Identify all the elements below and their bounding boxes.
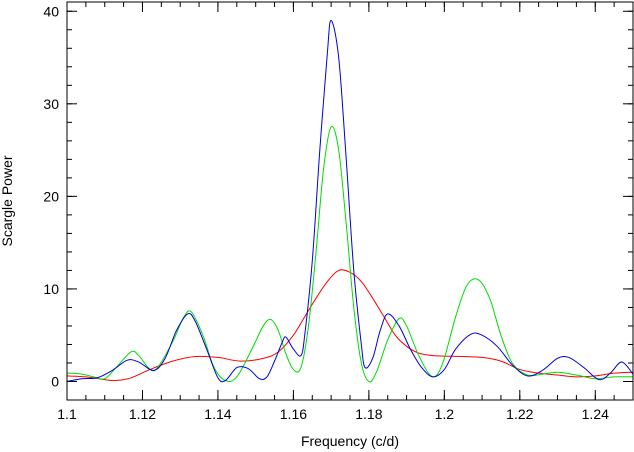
axis-ticks xyxy=(66,2,634,401)
x-tick-label: 1.1 xyxy=(57,406,77,422)
y-tick-label: 30 xyxy=(43,96,59,112)
tick-labels: 1.1 1.12 1.14 1.16 1.18 1.2 1.22 1.24 0 10 20 30 40 xyxy=(43,3,609,422)
series-line-blue xyxy=(67,20,633,383)
x-tick-label: 1.14 xyxy=(204,406,231,422)
x-tick-label: 1.16 xyxy=(280,406,307,422)
series-layer xyxy=(67,20,633,383)
x-tick-label: 1.24 xyxy=(582,406,609,422)
y-tick-label: 10 xyxy=(43,281,59,297)
x-tick-label: 1.18 xyxy=(355,406,382,422)
y-tick-label: 0 xyxy=(51,373,59,389)
y-tick-label: 40 xyxy=(43,3,59,19)
x-tick-label: 1.12 xyxy=(129,406,156,422)
x-tick-label: 1.2 xyxy=(435,406,455,422)
y-tick-label: 20 xyxy=(43,188,59,204)
x-tick-label: 1.22 xyxy=(506,406,533,422)
y-axis-label: Scargle Power xyxy=(0,155,15,246)
x-axis-label: Frequency (c/d) xyxy=(301,433,399,449)
plot-frame xyxy=(66,1,634,401)
